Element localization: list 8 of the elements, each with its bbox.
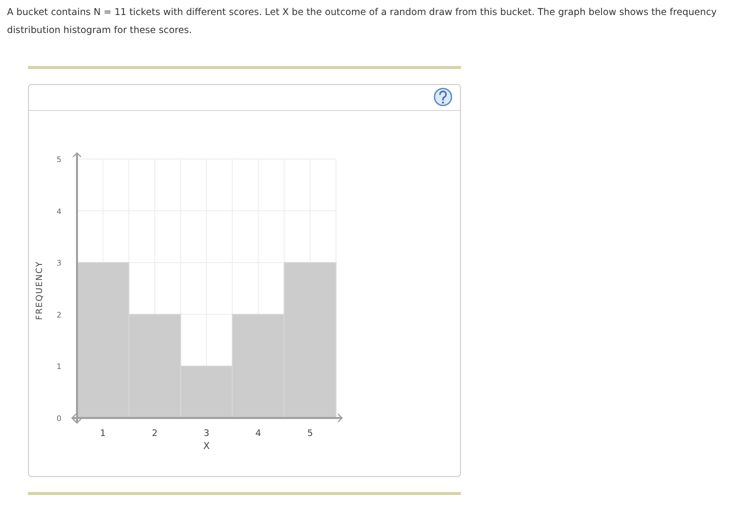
x-axis-title: X xyxy=(203,441,210,452)
text: A bucket contains N = 11 tickets with different scores. Let X be the outcome of a random draw from this bucket. The graph below shows the frequency distribution histogram for these scores. xyxy=(7,6,718,38)
x-tick-label: 1 xyxy=(100,429,106,439)
x-tick-label: 3 xyxy=(204,429,210,439)
x-tick-label: 2 xyxy=(152,429,158,439)
y-axis-title: FREQUENCY xyxy=(35,261,45,320)
x-tick-label: 5 xyxy=(307,429,313,439)
x-tick-label: 4 xyxy=(255,429,262,439)
